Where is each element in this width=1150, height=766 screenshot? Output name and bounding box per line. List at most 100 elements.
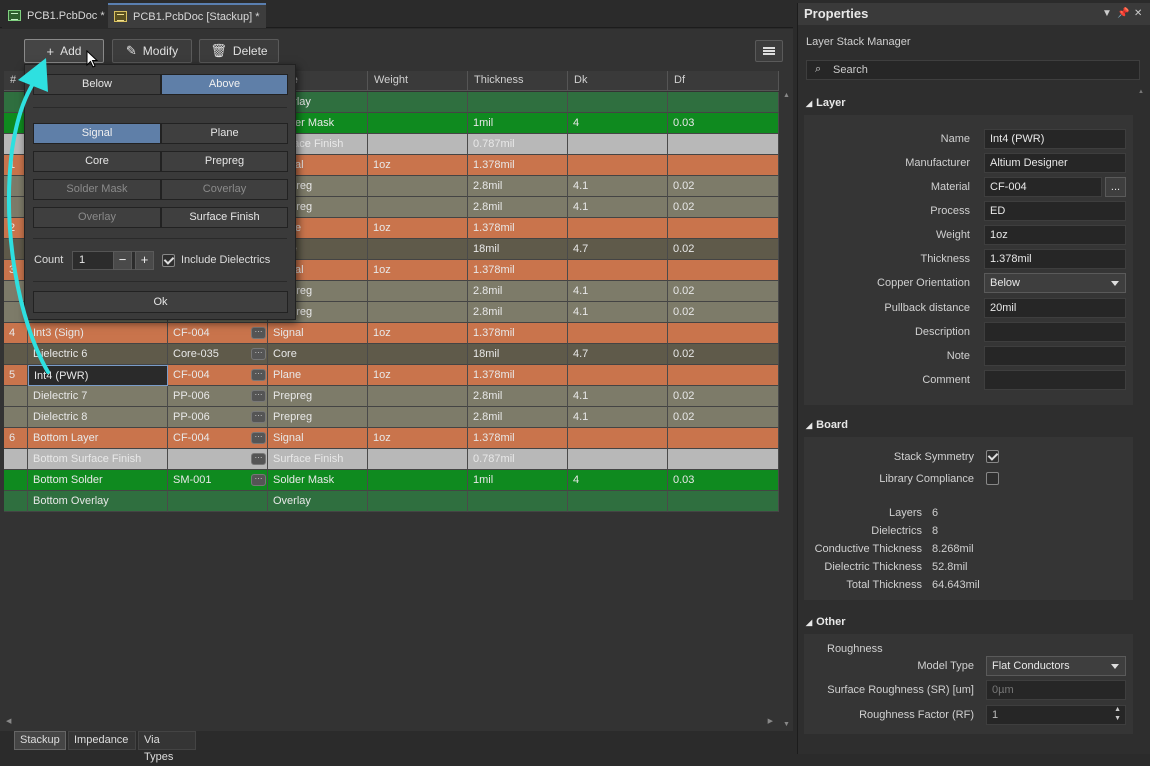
thickness-field[interactable]: 1.378mil: [984, 249, 1126, 269]
cell-thickness[interactable]: 1.378mil: [468, 323, 568, 344]
cell-name[interactable]: Bottom Solder: [28, 470, 168, 491]
menu-button[interactable]: [755, 40, 783, 62]
cell-thickness[interactable]: 1.378mil: [468, 218, 568, 239]
table-row[interactable]: 4 Int3 (Sign) CF-004 Signal 1oz 1.378mil ···: [4, 323, 779, 344]
table-row[interactable]: Bottom Overlay Overlay: [4, 491, 779, 512]
cell-df[interactable]: [668, 155, 779, 176]
table-row[interactable]: Dielectric 7 PP-006 Prepreg 2.8mil 4.1 0.02 ··…: [4, 386, 779, 407]
scroll-right-icon[interactable]: ▶: [767, 718, 773, 725]
cell-dk[interactable]: [568, 428, 668, 449]
cell-weight[interactable]: [368, 407, 468, 428]
cell-df[interactable]: 0.03: [668, 470, 779, 491]
ok-button[interactable]: Ok: [33, 291, 288, 313]
cell-type[interactable]: Signal: [268, 428, 368, 449]
scroll-up-icon[interactable]: ▲: [783, 92, 790, 99]
cell-material[interactable]: PP-006: [168, 386, 268, 407]
cell-num[interactable]: 5: [4, 365, 28, 386]
section-other[interactable]: ◢ Other: [806, 616, 846, 628]
cell-df[interactable]: [668, 491, 779, 512]
cell-name[interactable]: Bottom Overlay: [28, 491, 168, 512]
cell-thickness[interactable]: 2.8mil: [468, 176, 568, 197]
table-row[interactable]: Bottom Surface Finish Surface Finish 0.787…: [4, 449, 779, 470]
cell-thickness[interactable]: 18mil: [468, 239, 568, 260]
cell-weight[interactable]: [368, 113, 468, 134]
cell-df[interactable]: 0.02: [668, 407, 779, 428]
cell-num[interactable]: 4: [4, 323, 28, 344]
cell-weight[interactable]: 1oz: [368, 260, 468, 281]
signal-option[interactable]: Signal: [33, 123, 161, 144]
core-option[interactable]: Core: [33, 151, 161, 172]
cell-dk[interactable]: 4: [568, 113, 668, 134]
cell-weight[interactable]: [368, 491, 468, 512]
cell-dk[interactable]: [568, 92, 668, 113]
cell-dk[interactable]: 4.1: [568, 302, 668, 323]
cell-num[interactable]: [4, 344, 28, 365]
cell-weight[interactable]: [368, 197, 468, 218]
scroll-up-icon[interactable]: ▲: [1138, 89, 1144, 95]
library-compliance-checkbox[interactable]: [986, 472, 999, 485]
material-browse-icon[interactable]: ···: [251, 327, 266, 339]
table-row[interactable]: 5 Int4 (PWR) CF-004 Plane 1oz 1.378mil ···: [4, 365, 779, 386]
manufacturer-field[interactable]: Altium Designer: [984, 153, 1126, 173]
cell-dk[interactable]: [568, 323, 668, 344]
cell-name[interactable]: Dielectric 7: [28, 386, 168, 407]
panel-dropdown-icon[interactable]: ▼: [1102, 8, 1112, 19]
cell-type[interactable]: Core: [268, 344, 368, 365]
cell-df[interactable]: 0.02: [668, 344, 779, 365]
overlay-option[interactable]: Overlay: [33, 207, 161, 228]
cell-thickness[interactable]: 0.787mil: [468, 449, 568, 470]
cell-dk[interactable]: [568, 155, 668, 176]
cell-df[interactable]: 0.02: [668, 239, 779, 260]
weight-field[interactable]: 1oz: [984, 225, 1126, 245]
cell-thickness[interactable]: 1.378mil: [468, 155, 568, 176]
pullback-field[interactable]: 20mil: [984, 298, 1126, 318]
cell-dk[interactable]: [568, 260, 668, 281]
spinner-icon[interactable]: ▲ ▼: [1114, 706, 1121, 722]
cell-thickness[interactable]: 1.378mil: [468, 428, 568, 449]
cell-dk[interactable]: 4.1: [568, 176, 668, 197]
below-option[interactable]: Below: [33, 74, 161, 95]
cell-weight[interactable]: [368, 239, 468, 260]
cell-thickness[interactable]: 1mil: [468, 470, 568, 491]
cell-dk[interactable]: 4.7: [568, 344, 668, 365]
section-layer[interactable]: ◢ Layer: [806, 97, 846, 109]
section-board[interactable]: ◢ Board: [806, 419, 848, 431]
include-dielectrics-checkbox[interactable]: [162, 254, 175, 267]
cell-df[interactable]: [668, 134, 779, 155]
coverlay-option[interactable]: Coverlay: [161, 179, 288, 200]
cell-thickness[interactable]: 1.378mil: [468, 260, 568, 281]
tab-via-types[interactable]: Via Types: [138, 731, 196, 763]
cell-thickness[interactable]: 2.8mil: [468, 197, 568, 218]
cell-thickness[interactable]: 2.8mil: [468, 281, 568, 302]
note-field[interactable]: [984, 346, 1126, 366]
cell-type[interactable]: Prepreg: [268, 386, 368, 407]
surface-roughness-field[interactable]: 0µm: [986, 680, 1126, 700]
surface-finish-option[interactable]: Surface Finish: [161, 207, 288, 228]
cell-df[interactable]: 0.02: [668, 302, 779, 323]
modify-button[interactable]: ✎ Modify: [112, 39, 192, 63]
cell-dk[interactable]: 4.1: [568, 197, 668, 218]
cell-num[interactable]: [4, 470, 28, 491]
cell-weight[interactable]: 1oz: [368, 218, 468, 239]
cell-material[interactable]: Core-035: [168, 344, 268, 365]
cell-thickness[interactable]: 1.378mil: [468, 365, 568, 386]
material-browse-icon[interactable]: ···: [251, 369, 266, 381]
cell-type[interactable]: Signal: [268, 323, 368, 344]
cell-type[interactable]: Surface Finish: [268, 449, 368, 470]
table-row[interactable]: Dielectric 8 PP-006 Prepreg 2.8mil 4.1 0.02 ··…: [4, 407, 779, 428]
above-option[interactable]: Above: [161, 74, 288, 95]
cell-dk[interactable]: [568, 449, 668, 470]
column-header[interactable]: Df: [668, 71, 779, 91]
material-browse-icon[interactable]: ···: [251, 411, 266, 423]
panel-scrollbar[interactable]: ▲: [1138, 89, 1146, 749]
cell-df[interactable]: 0.03: [668, 113, 779, 134]
table-row[interactable]: Bottom Solder SM-001 Solder Mask 1mil 4 0.03 ·…: [4, 470, 779, 491]
model-type-select[interactable]: Flat Conductors: [986, 656, 1126, 676]
material-browse-button[interactable]: ...: [1105, 177, 1126, 197]
table-row[interactable]: Dielectric 6 Core-035 Core 18mil 4.7 0.02 ···: [4, 344, 779, 365]
cell-dk[interactable]: 4: [568, 470, 668, 491]
cell-material[interactable]: PP-006: [168, 407, 268, 428]
cell-dk[interactable]: 4.1: [568, 281, 668, 302]
cell-material[interactable]: [168, 491, 268, 512]
cell-dk[interactable]: 4.7: [568, 239, 668, 260]
